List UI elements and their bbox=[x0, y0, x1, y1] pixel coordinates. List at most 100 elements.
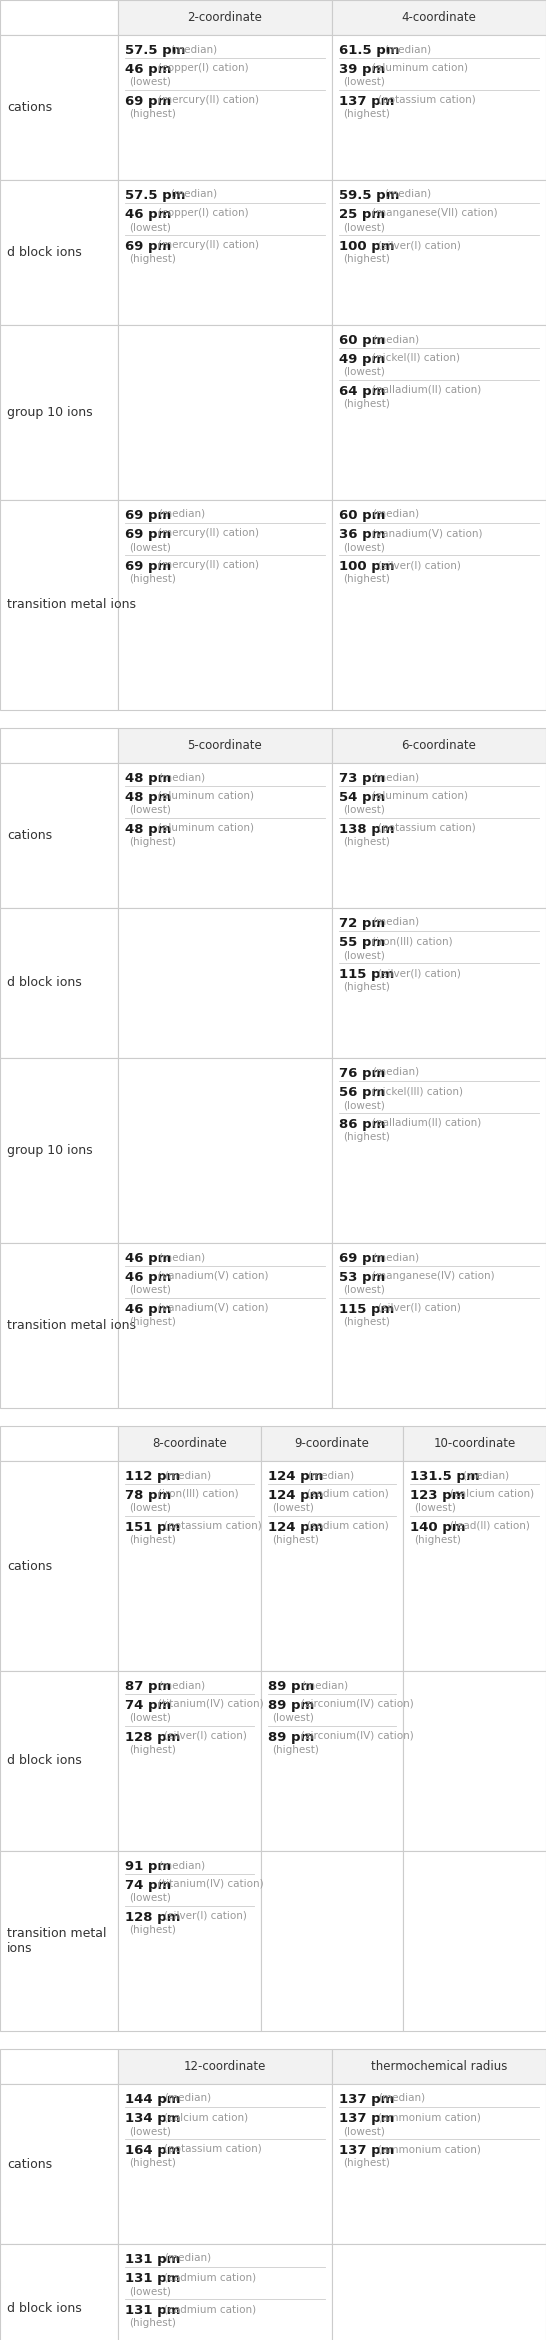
Text: (potassium cation): (potassium cation) bbox=[378, 96, 476, 105]
Bar bbox=[0, 908, 118, 1058]
Text: 91 pm: 91 pm bbox=[125, 1860, 171, 1872]
Bar bbox=[0, 2085, 118, 2244]
Text: 69 pm: 69 pm bbox=[125, 559, 171, 573]
Text: (highest): (highest) bbox=[129, 838, 176, 847]
Text: 46 pm: 46 pm bbox=[125, 1303, 171, 1315]
Text: 46 pm: 46 pm bbox=[125, 63, 171, 75]
Text: transition metal
ions: transition metal ions bbox=[7, 1928, 106, 1954]
Text: (iron(III) cation): (iron(III) cation) bbox=[372, 936, 453, 945]
Text: 25 pm: 25 pm bbox=[339, 208, 385, 220]
Bar bbox=[118, 763, 332, 908]
Bar bbox=[118, 728, 332, 763]
Text: 115 pm: 115 pm bbox=[339, 1303, 394, 1315]
Text: 131.5 pm: 131.5 pm bbox=[411, 1470, 480, 1484]
Bar bbox=[118, 1243, 332, 1409]
Text: (highest): (highest) bbox=[129, 110, 176, 119]
Bar bbox=[0, 1425, 118, 1460]
Text: 137 pm: 137 pm bbox=[339, 96, 394, 108]
Text: 64 pm: 64 pm bbox=[339, 386, 385, 398]
Text: cations: cations bbox=[7, 2157, 52, 2172]
Text: (median): (median) bbox=[372, 917, 419, 927]
Text: (sodium cation): (sodium cation) bbox=[307, 1488, 389, 1500]
Text: (vanadium(V) cation): (vanadium(V) cation) bbox=[158, 1271, 269, 1280]
Text: (lowest): (lowest) bbox=[129, 222, 171, 232]
Text: (nickel(III) cation): (nickel(III) cation) bbox=[372, 1086, 463, 1095]
Text: (lowest): (lowest) bbox=[272, 1502, 313, 1514]
Text: d block ions: d block ions bbox=[7, 1755, 82, 1767]
Text: 46 pm: 46 pm bbox=[125, 1271, 171, 1285]
Text: (silver(I) cation): (silver(I) cation) bbox=[378, 241, 461, 250]
Text: 137 pm: 137 pm bbox=[339, 2113, 394, 2125]
Text: (median): (median) bbox=[378, 2092, 425, 2104]
Text: 48 pm: 48 pm bbox=[125, 791, 171, 805]
Text: (cadmium cation): (cadmium cation) bbox=[164, 2272, 256, 2282]
Text: (highest): (highest) bbox=[343, 400, 390, 410]
Text: (lowest): (lowest) bbox=[129, 1285, 171, 1294]
Bar bbox=[0, 1243, 118, 1409]
Text: (median): (median) bbox=[158, 1252, 205, 1261]
Text: 55 pm: 55 pm bbox=[339, 936, 385, 950]
Bar bbox=[0, 180, 118, 325]
Text: (lowest): (lowest) bbox=[129, 805, 171, 814]
Text: 131 pm: 131 pm bbox=[125, 2253, 180, 2265]
Text: 89 pm: 89 pm bbox=[268, 1699, 314, 1713]
Bar bbox=[118, 501, 332, 709]
Bar bbox=[0, 0, 118, 35]
Text: (highest): (highest) bbox=[129, 573, 176, 585]
Bar bbox=[332, 763, 546, 908]
Text: 60 pm: 60 pm bbox=[339, 335, 385, 346]
Text: (lowest): (lowest) bbox=[343, 222, 385, 232]
Text: 76 pm: 76 pm bbox=[339, 1067, 385, 1081]
Bar bbox=[118, 325, 332, 501]
Text: (highest): (highest) bbox=[343, 573, 390, 585]
Text: (highest): (highest) bbox=[129, 1535, 176, 1544]
Bar bbox=[0, 2050, 118, 2085]
Text: 151 pm: 151 pm bbox=[125, 1521, 180, 1535]
Text: (highest): (highest) bbox=[343, 2157, 390, 2167]
Text: 54 pm: 54 pm bbox=[339, 791, 385, 805]
Text: 124 pm: 124 pm bbox=[268, 1470, 323, 1484]
Text: (ammonium cation): (ammonium cation) bbox=[378, 2143, 481, 2155]
Text: (highest): (highest) bbox=[129, 1746, 176, 1755]
Text: cations: cations bbox=[7, 1558, 52, 1572]
Bar bbox=[0, 2244, 118, 2340]
Bar bbox=[332, 2085, 546, 2244]
Text: 89 pm: 89 pm bbox=[268, 1732, 314, 1743]
Text: (silver(I) cation): (silver(I) cation) bbox=[378, 1303, 461, 1313]
Text: (manganese(IV) cation): (manganese(IV) cation) bbox=[372, 1271, 495, 1280]
Text: (lowest): (lowest) bbox=[129, 2127, 171, 2136]
Text: 48 pm: 48 pm bbox=[125, 824, 171, 835]
Text: 12-coordinate: 12-coordinate bbox=[184, 2059, 266, 2073]
Text: (mercury(II) cation): (mercury(II) cation) bbox=[158, 241, 259, 250]
Text: (silver(I) cation): (silver(I) cation) bbox=[164, 1912, 247, 1921]
Bar bbox=[332, 501, 546, 709]
Text: d block ions: d block ions bbox=[7, 246, 82, 260]
Bar bbox=[332, 35, 546, 180]
Text: d block ions: d block ions bbox=[7, 2303, 82, 2317]
Bar bbox=[118, 1671, 260, 1851]
Bar bbox=[118, 180, 332, 325]
Bar bbox=[0, 35, 118, 180]
Text: 74 pm: 74 pm bbox=[125, 1699, 171, 1713]
Bar bbox=[0, 325, 118, 501]
Text: (lowest): (lowest) bbox=[129, 77, 171, 87]
Text: 56 pm: 56 pm bbox=[339, 1086, 385, 1100]
Text: 124 pm: 124 pm bbox=[268, 1521, 323, 1535]
Text: (lowest): (lowest) bbox=[343, 1100, 385, 1109]
Bar bbox=[0, 1058, 118, 1243]
Text: 39 pm: 39 pm bbox=[339, 63, 385, 75]
Text: 144 pm: 144 pm bbox=[125, 2092, 181, 2106]
Text: 73 pm: 73 pm bbox=[339, 772, 385, 784]
Text: (lowest): (lowest) bbox=[129, 1893, 171, 1902]
Text: (lowest): (lowest) bbox=[343, 805, 385, 814]
Text: (aluminum cation): (aluminum cation) bbox=[158, 824, 254, 833]
Text: (median): (median) bbox=[372, 335, 419, 344]
Text: (lowest): (lowest) bbox=[129, 543, 171, 552]
Bar bbox=[332, 325, 546, 501]
Text: (sodium cation): (sodium cation) bbox=[307, 1521, 389, 1530]
Text: (highest): (highest) bbox=[129, 255, 176, 264]
Bar bbox=[332, 0, 546, 35]
Text: 69 pm: 69 pm bbox=[125, 510, 171, 522]
Bar bbox=[0, 501, 118, 709]
Text: (median): (median) bbox=[164, 1470, 211, 1479]
